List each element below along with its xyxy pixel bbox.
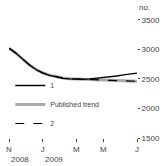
svg-text:3500: 3500	[142, 16, 160, 25]
svg-text:2500: 2500	[142, 75, 160, 84]
svg-text:Published trend: Published trend	[50, 101, 99, 108]
svg-text:J: J	[135, 145, 139, 154]
svg-text:2: 2	[50, 120, 54, 127]
svg-text:3000: 3000	[142, 45, 160, 54]
svg-text:N: N	[6, 145, 12, 154]
svg-text:M: M	[73, 145, 80, 154]
svg-text:2000: 2000	[142, 104, 160, 113]
svg-text:no.: no.	[139, 3, 150, 12]
svg-text:1: 1	[50, 82, 54, 89]
svg-text:M: M	[100, 145, 107, 154]
svg-text:1500: 1500	[142, 134, 160, 143]
svg-text:J: J	[41, 145, 45, 154]
svg-text:2008: 2008	[11, 155, 29, 164]
svg-text:2009: 2009	[45, 155, 63, 164]
